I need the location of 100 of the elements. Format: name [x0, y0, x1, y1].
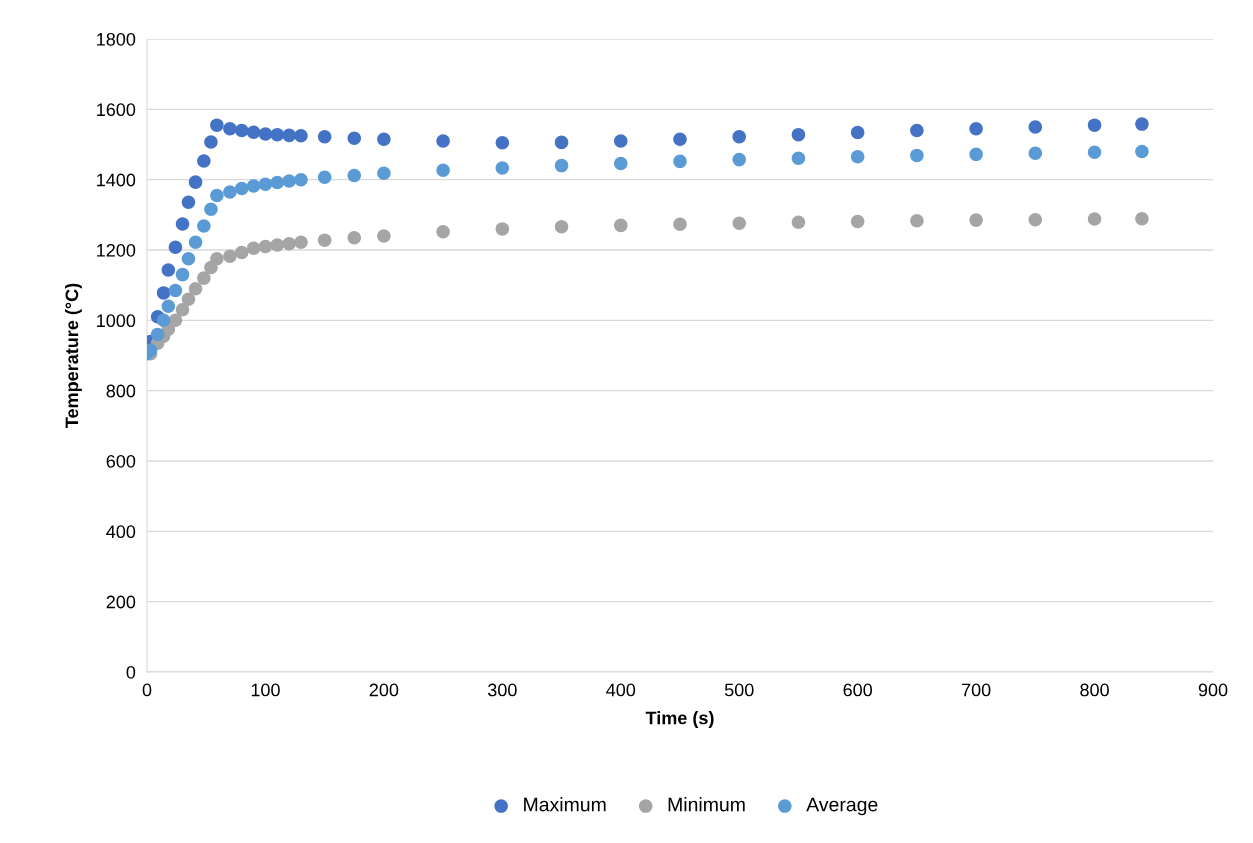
- point: [223, 121, 237, 136]
- legend-label: Minimum: [668, 797, 745, 812]
- y-tick-label: 200: [106, 595, 136, 609]
- point: [234, 245, 249, 260]
- point: [347, 168, 362, 183]
- point: [168, 240, 183, 254]
- point: [495, 161, 510, 175]
- point: [791, 151, 806, 165]
- point: [969, 147, 983, 162]
- x-tick-label: 0: [142, 683, 152, 697]
- point: [181, 252, 196, 266]
- point: [197, 219, 211, 233]
- point: [181, 292, 196, 306]
- point: [294, 128, 308, 143]
- point: [1028, 146, 1043, 161]
- x-tick-label: 200: [369, 683, 399, 697]
- x-tick-label: 500: [724, 683, 754, 697]
- point: [554, 158, 569, 173]
- point: [969, 213, 983, 227]
- point: [969, 121, 983, 136]
- point: [377, 166, 391, 181]
- point: [614, 156, 628, 171]
- x-tick-label: 100: [251, 683, 280, 697]
- point: [210, 188, 224, 203]
- x-tick-label: 600: [843, 683, 873, 697]
- y-tick-label: 800: [106, 384, 136, 398]
- legend-label: Average: [806, 797, 878, 816]
- point: [234, 181, 249, 196]
- point: [732, 129, 746, 144]
- point: [910, 214, 924, 228]
- y-axis-title: Temperature (°C): [65, 283, 82, 428]
- point: [204, 135, 218, 149]
- point: [1135, 211, 1149, 226]
- point: [282, 128, 296, 143]
- point: [223, 249, 237, 264]
- point: [181, 195, 196, 209]
- y-tick-label: 400: [106, 525, 136, 539]
- point: [156, 313, 171, 328]
- y-tick-label: 1200: [97, 243, 136, 257]
- point: [1087, 145, 1102, 159]
- point: [910, 148, 924, 163]
- point: [554, 135, 569, 150]
- y-tick-label: 600: [106, 454, 136, 468]
- point: [156, 286, 171, 300]
- point: [294, 235, 308, 250]
- point: [436, 224, 450, 239]
- point: [347, 230, 362, 245]
- point: [197, 271, 211, 285]
- point: [161, 263, 176, 277]
- point: [258, 127, 273, 141]
- point: [234, 123, 249, 138]
- point: [1135, 144, 1149, 159]
- point: [258, 239, 273, 254]
- point: [317, 233, 332, 247]
- point: [850, 150, 865, 164]
- x-axis-title: Time (s): [645, 711, 714, 728]
- point: [673, 132, 687, 146]
- y-tick-label: 0: [126, 665, 136, 679]
- point: [188, 175, 203, 189]
- point: [1028, 120, 1043, 134]
- x-tick-label: 800: [1080, 683, 1109, 697]
- point: [791, 215, 806, 229]
- y-tick-label: 1600: [97, 103, 136, 117]
- point: [317, 170, 332, 184]
- point: [282, 236, 296, 251]
- point: [188, 235, 203, 250]
- point: [246, 179, 261, 193]
- point: [197, 154, 211, 168]
- point: [850, 214, 865, 229]
- point: [673, 154, 687, 169]
- point: [910, 123, 924, 138]
- point: [673, 217, 687, 232]
- point: [791, 127, 806, 142]
- point: [175, 217, 190, 231]
- point: [246, 125, 261, 139]
- point: [554, 220, 569, 234]
- point: [204, 202, 218, 216]
- point: [175, 267, 190, 282]
- point: [161, 299, 176, 314]
- point: [210, 118, 224, 132]
- y-tick-label: 1000: [97, 314, 136, 328]
- point: [347, 131, 362, 145]
- point: [1087, 212, 1102, 226]
- point: [175, 303, 190, 317]
- point: [495, 222, 510, 236]
- point: [614, 218, 628, 233]
- point: [294, 172, 308, 187]
- y-tick-label: 1800: [97, 32, 136, 46]
- point: [270, 175, 285, 190]
- point: [270, 238, 285, 252]
- point: [614, 134, 628, 148]
- x-tick-label: 900: [1198, 683, 1228, 697]
- point: [223, 185, 237, 199]
- point: [377, 132, 391, 146]
- point: [246, 241, 261, 256]
- point: [850, 125, 865, 140]
- point: [1135, 117, 1149, 131]
- point: [168, 283, 183, 298]
- point: [282, 174, 296, 188]
- legend-label: Maximum: [524, 797, 606, 812]
